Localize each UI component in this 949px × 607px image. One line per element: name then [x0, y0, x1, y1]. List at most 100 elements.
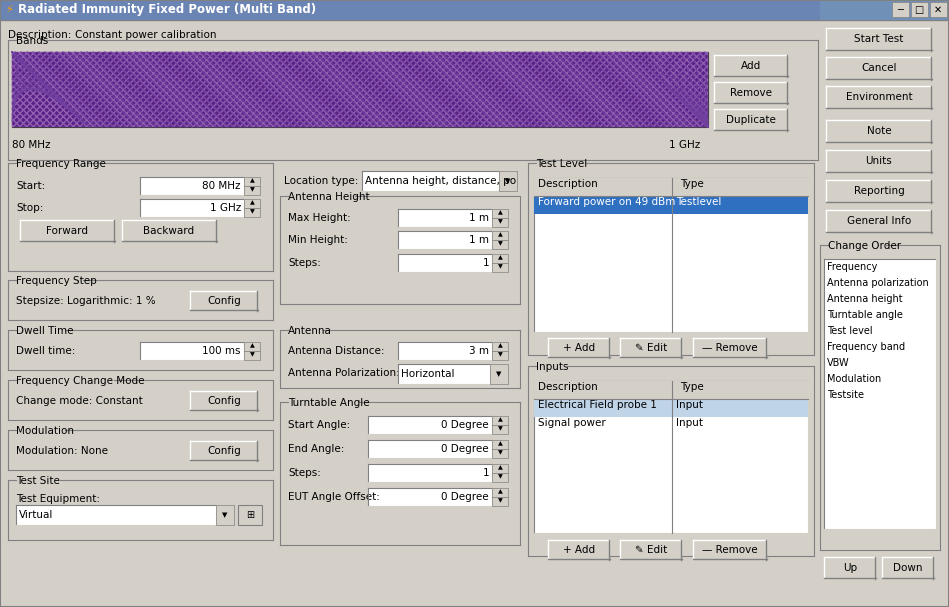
Text: 3 m: 3 m: [469, 346, 489, 356]
Bar: [140, 199, 244, 217]
Text: ⚡: ⚡: [5, 5, 12, 15]
Bar: [280, 196, 520, 304]
Text: ▲: ▲: [497, 211, 502, 215]
Text: Up: Up: [843, 563, 857, 573]
Text: ✎ Edit: ✎ Edit: [635, 545, 667, 555]
Text: Antenna polarization: Antenna polarization: [827, 278, 929, 288]
Text: 80 MHz: 80 MHz: [12, 140, 50, 150]
Text: ▼: ▼: [497, 475, 502, 480]
Text: Stop:: Stop:: [16, 203, 44, 213]
Bar: [244, 351, 260, 360]
Text: 80 MHz: 80 MHz: [202, 181, 241, 191]
Bar: [930, 2, 947, 17]
Bar: [0, 0, 949, 20]
Text: Remove: Remove: [730, 88, 772, 98]
Bar: [824, 557, 875, 578]
Text: ─: ─: [897, 5, 902, 15]
Bar: [620, 338, 681, 357]
Text: Down: Down: [893, 563, 922, 573]
Bar: [244, 186, 260, 195]
Bar: [20, 220, 115, 242]
Bar: [244, 199, 260, 208]
Bar: [140, 177, 244, 195]
Bar: [238, 505, 262, 525]
Bar: [714, 82, 787, 103]
Text: Test Equipment:: Test Equipment:: [16, 494, 100, 504]
Text: 1: 1: [482, 468, 489, 478]
Bar: [892, 2, 909, 17]
Text: End Angle:: End Angle:: [288, 444, 344, 454]
Bar: [0, 0, 820, 20]
Text: Location type:: Location type:: [284, 176, 359, 186]
Text: 0 Degree: 0 Degree: [441, 420, 489, 430]
Bar: [8, 480, 273, 540]
Text: 0 Degree: 0 Degree: [441, 492, 489, 502]
Bar: [122, 220, 217, 242]
Bar: [826, 150, 931, 172]
Text: ▲: ▲: [497, 232, 502, 237]
Bar: [824, 259, 936, 529]
Bar: [368, 440, 492, 458]
Bar: [244, 177, 260, 186]
Bar: [8, 330, 273, 370]
Bar: [528, 163, 814, 355]
Bar: [534, 399, 808, 417]
Bar: [826, 86, 931, 108]
Text: Config: Config: [207, 446, 241, 456]
Text: Stepsize: Logarithmic: 1 %: Stepsize: Logarithmic: 1 %: [16, 296, 156, 306]
Text: ▼: ▼: [250, 188, 254, 192]
Text: Config: Config: [207, 396, 241, 406]
Bar: [548, 338, 609, 357]
Bar: [714, 55, 788, 77]
Bar: [492, 449, 508, 458]
Bar: [499, 171, 517, 191]
Text: ▼: ▼: [497, 353, 502, 358]
Bar: [534, 381, 808, 533]
Text: ▼: ▼: [222, 512, 228, 518]
Text: 1 m: 1 m: [469, 235, 489, 245]
Text: Forward: Forward: [46, 226, 88, 236]
Bar: [693, 540, 767, 560]
Bar: [714, 109, 788, 131]
Text: ▲: ▲: [497, 441, 502, 447]
Bar: [826, 210, 931, 232]
Text: Reporting: Reporting: [853, 186, 904, 196]
Text: Frequency Range: Frequency Range: [16, 159, 106, 169]
Text: Change Order: Change Order: [828, 241, 902, 251]
Text: ▼: ▼: [497, 450, 502, 455]
Text: Min Height:: Min Height:: [288, 235, 348, 245]
Text: 100 ms: 100 ms: [202, 346, 241, 356]
Text: Input: Input: [676, 418, 703, 428]
Text: ▼: ▼: [497, 427, 502, 432]
Text: Cancel: Cancel: [862, 63, 897, 73]
Text: Config: Config: [207, 296, 241, 306]
Text: Modulation: None: Modulation: None: [16, 446, 108, 456]
Text: ▲: ▲: [497, 466, 502, 470]
Bar: [548, 540, 610, 560]
Bar: [492, 440, 508, 449]
Text: Constant power calibration: Constant power calibration: [75, 30, 216, 40]
Text: Steps:: Steps:: [288, 468, 321, 478]
Bar: [492, 263, 508, 272]
Bar: [368, 488, 492, 506]
Text: Description: Description: [538, 382, 598, 392]
Text: Antenna height, distance, po: Antenna height, distance, po: [365, 176, 516, 186]
Text: Horizontal: Horizontal: [401, 369, 455, 379]
Text: □: □: [915, 5, 923, 15]
Bar: [826, 120, 932, 143]
Bar: [492, 342, 508, 351]
Bar: [714, 82, 788, 104]
Bar: [8, 280, 273, 320]
Bar: [826, 120, 931, 142]
Bar: [16, 505, 216, 525]
Bar: [398, 364, 490, 384]
Bar: [190, 441, 258, 461]
Text: Antenna Polarization:: Antenna Polarization:: [288, 368, 400, 378]
Bar: [190, 291, 257, 310]
Text: 1 GHz: 1 GHz: [210, 203, 241, 213]
Bar: [492, 473, 508, 482]
Text: Antenna: Antenna: [288, 326, 332, 336]
Text: Duplicate: Duplicate: [726, 115, 776, 125]
Text: Bands: Bands: [16, 36, 48, 46]
Text: Steps:: Steps:: [288, 258, 321, 268]
